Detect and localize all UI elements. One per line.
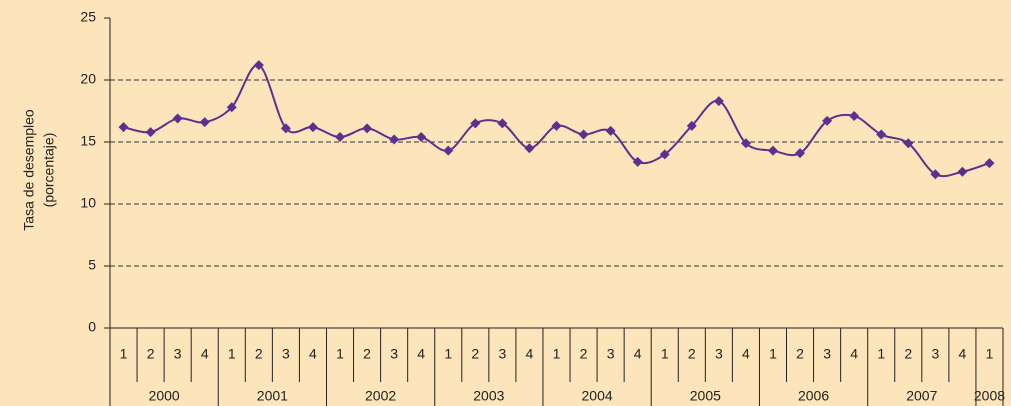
x-tick-label: 3 <box>715 346 723 362</box>
x-tick-label: 4 <box>634 346 642 362</box>
point <box>767 145 778 156</box>
point <box>307 122 318 133</box>
x-tick-label: 1 <box>661 346 669 362</box>
y-axis-label: Tasa de desempleo <box>21 109 37 231</box>
point <box>903 138 914 149</box>
point <box>659 149 670 160</box>
point <box>226 102 237 113</box>
x-tick-label: 3 <box>174 346 182 362</box>
point <box>740 138 751 149</box>
y-axis-label: (porcentaje) <box>41 133 57 208</box>
x-tick-label: 4 <box>742 346 750 362</box>
x-tick-label: 1 <box>444 346 452 362</box>
x-tick-label: 4 <box>309 346 317 362</box>
point <box>578 129 589 140</box>
point <box>497 118 508 129</box>
x-tick-label: 4 <box>850 346 858 362</box>
x-tick-label: 4 <box>526 346 534 362</box>
series-line <box>123 64 990 178</box>
y-tick-label: 25 <box>80 9 96 25</box>
x-tick-label: 2 <box>147 346 155 362</box>
y-tick-label: 15 <box>80 133 96 149</box>
point <box>686 120 697 131</box>
x-tick-label: 4 <box>417 346 425 362</box>
point <box>957 166 968 177</box>
x-tick-label: 1 <box>120 346 128 362</box>
point <box>713 96 724 107</box>
point <box>470 118 481 129</box>
point <box>849 110 860 121</box>
point <box>280 123 291 134</box>
point <box>876 129 887 140</box>
year-label: 2002 <box>365 388 396 404</box>
x-tick-label: 2 <box>471 346 479 362</box>
year-label: 2003 <box>473 388 504 404</box>
y-tick-label: 10 <box>80 195 96 211</box>
point <box>253 60 264 71</box>
point <box>605 125 616 136</box>
y-tick-label: 20 <box>80 71 96 87</box>
x-tick-label: 1 <box>553 346 561 362</box>
year-label: 2005 <box>690 388 721 404</box>
point <box>172 113 183 124</box>
point <box>795 148 806 159</box>
year-label: 2001 <box>257 388 288 404</box>
y-tick-label: 5 <box>88 257 96 273</box>
x-tick-label: 1 <box>877 346 885 362</box>
x-tick-label: 1 <box>986 346 994 362</box>
x-tick-label: 2 <box>363 346 371 362</box>
point <box>145 127 156 138</box>
year-label: 2008 <box>974 388 1005 404</box>
x-tick-label: 3 <box>282 346 290 362</box>
year-label: 2007 <box>906 388 937 404</box>
x-tick-label: 4 <box>959 346 967 362</box>
x-tick-label: 3 <box>498 346 506 362</box>
x-tick-label: 1 <box>769 346 777 362</box>
year-label: 2006 <box>798 388 829 404</box>
x-tick-label: 2 <box>580 346 588 362</box>
year-label: 2004 <box>582 388 613 404</box>
x-tick-label: 4 <box>201 346 209 362</box>
point <box>118 122 129 133</box>
x-tick-label: 1 <box>336 346 344 362</box>
point <box>389 134 400 145</box>
x-tick-label: 3 <box>931 346 939 362</box>
point <box>930 169 941 180</box>
x-tick-label: 2 <box>255 346 263 362</box>
x-tick-label: 2 <box>904 346 912 362</box>
year-label: 2000 <box>149 388 180 404</box>
point <box>524 143 535 154</box>
point <box>632 156 643 167</box>
point <box>335 132 346 143</box>
y-tick-label: 0 <box>88 319 96 335</box>
point <box>551 120 562 131</box>
x-tick-label: 2 <box>796 346 804 362</box>
x-tick-label: 3 <box>823 346 831 362</box>
point <box>199 117 210 128</box>
point <box>443 145 454 156</box>
x-tick-label: 3 <box>390 346 398 362</box>
x-tick-label: 1 <box>228 346 236 362</box>
x-tick-label: 3 <box>607 346 615 362</box>
point <box>984 158 995 169</box>
x-tick-label: 2 <box>688 346 696 362</box>
point <box>822 115 833 126</box>
point <box>362 123 373 134</box>
point <box>416 132 427 143</box>
